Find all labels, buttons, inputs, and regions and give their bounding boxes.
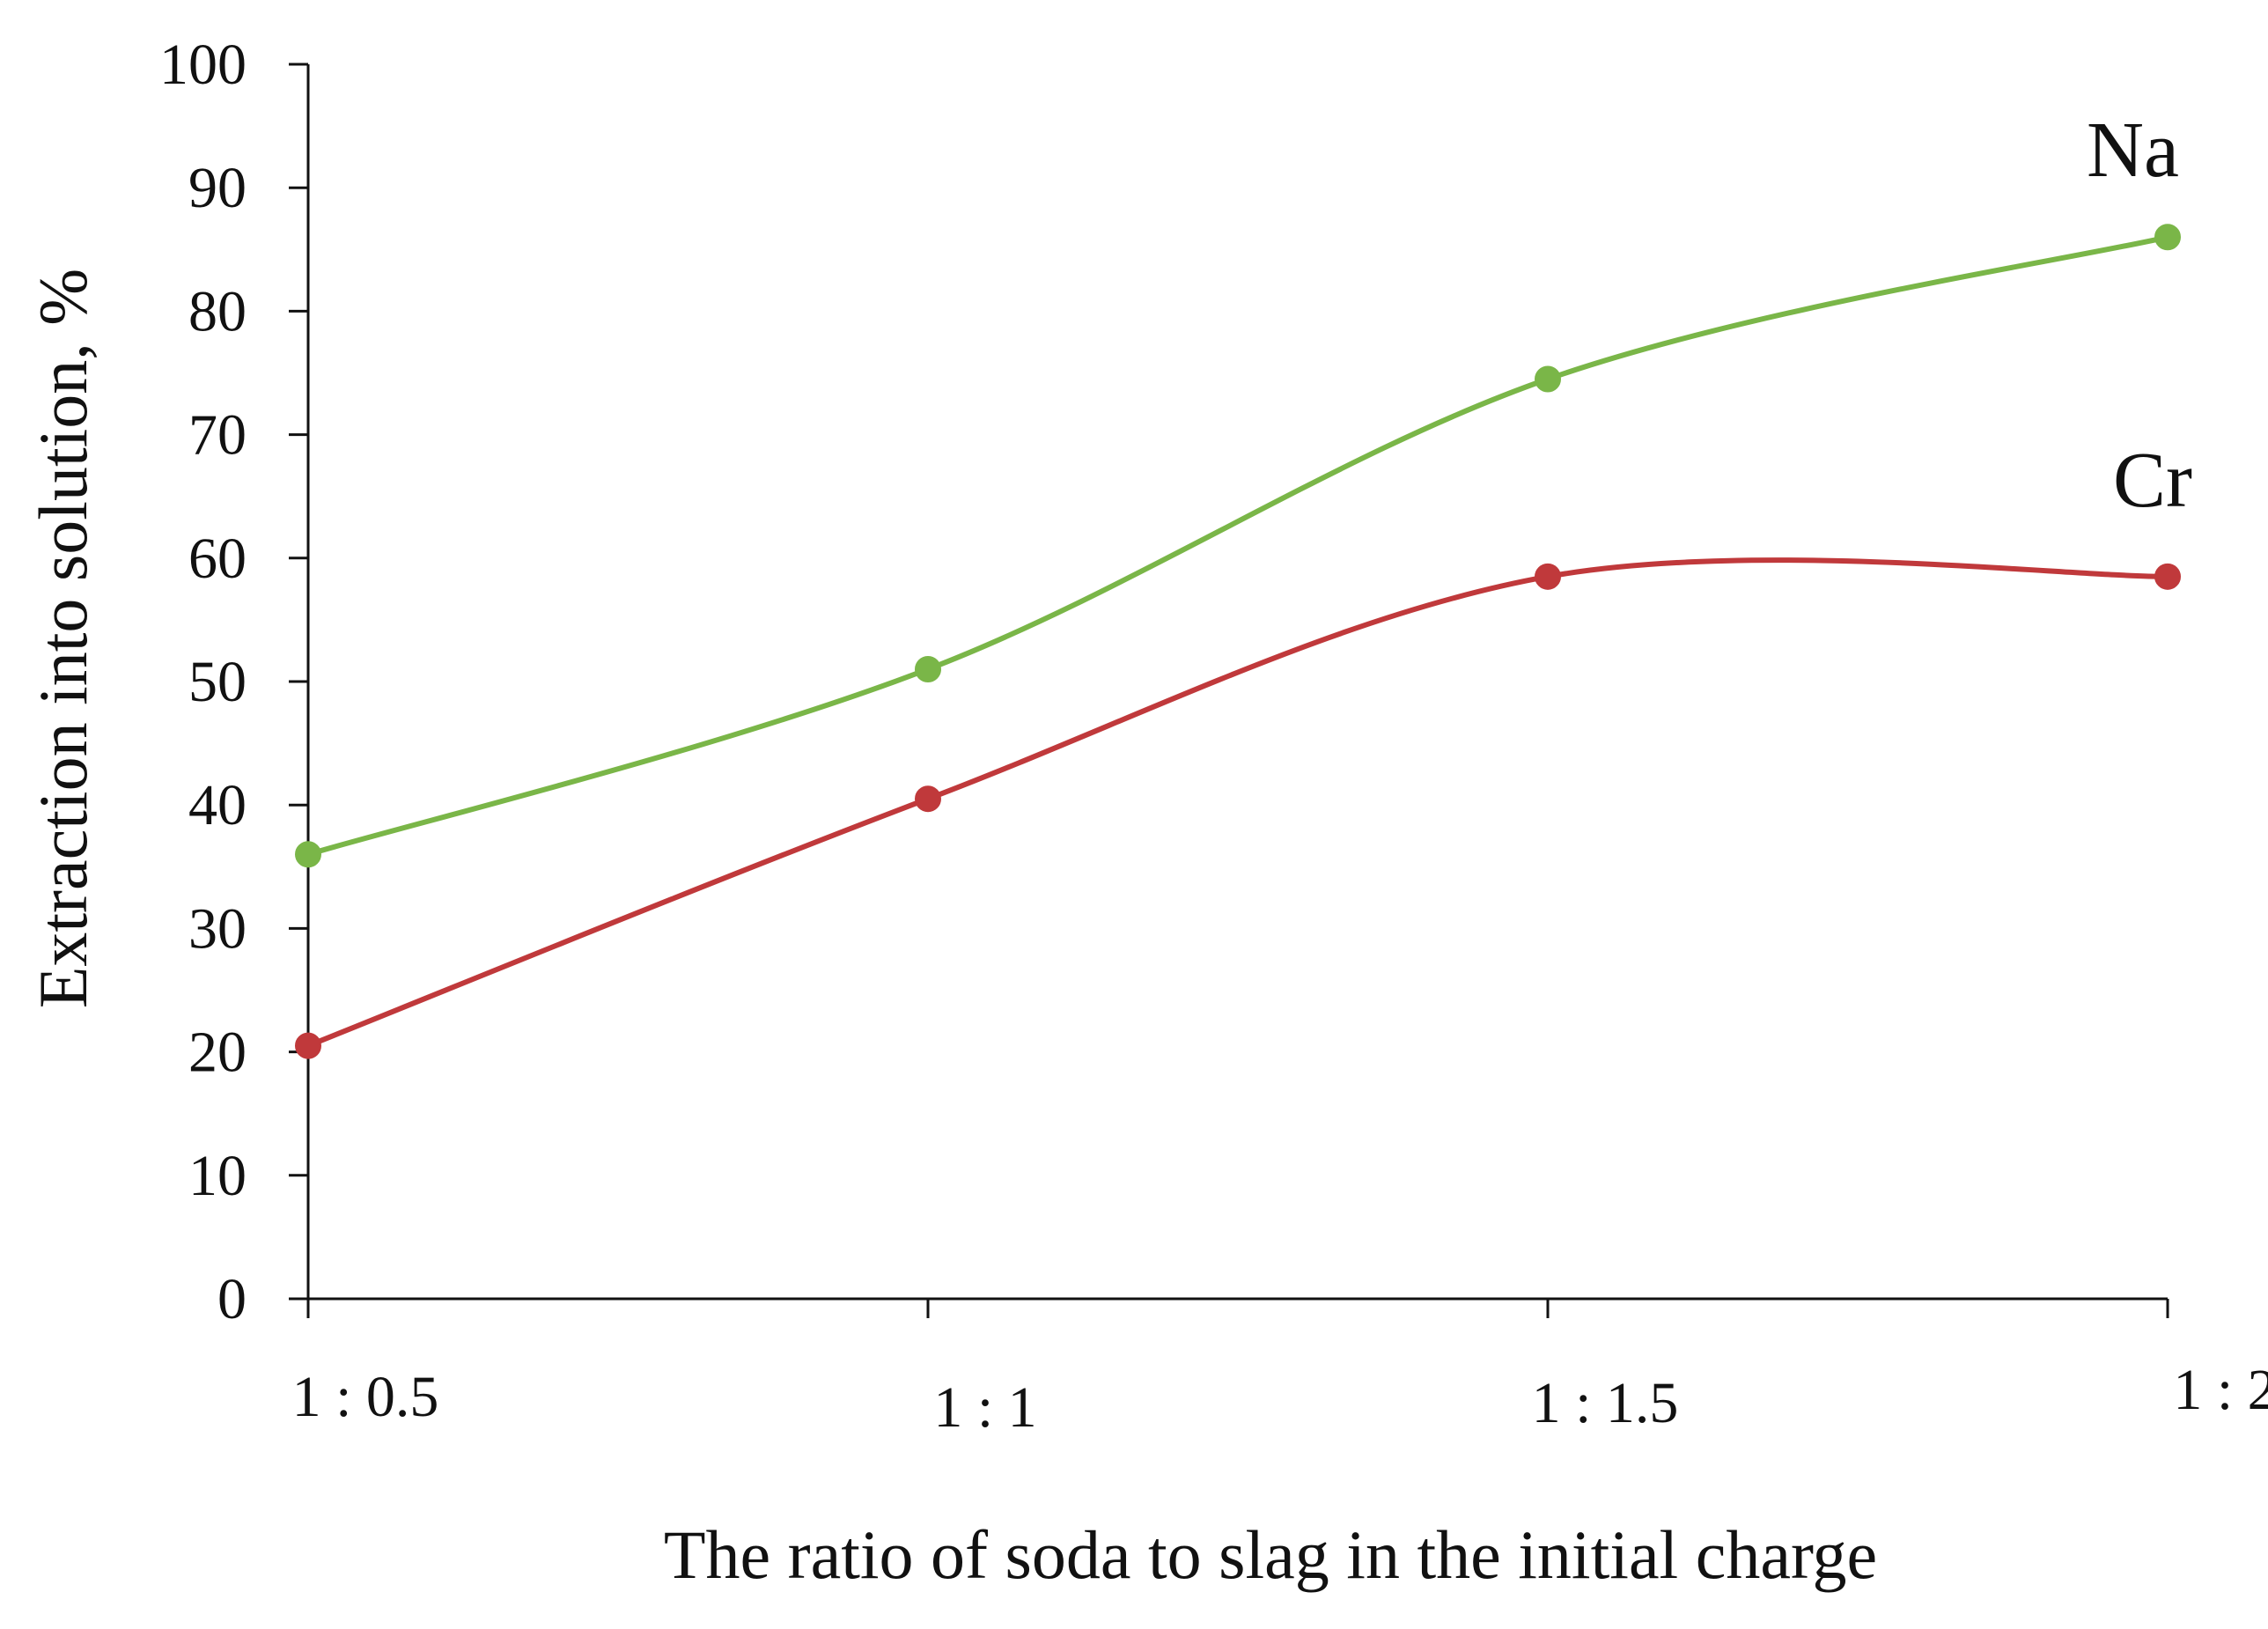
labels: Extraction into solution, % The ratio of… xyxy=(25,269,1877,1593)
y-tick-label: 30 xyxy=(188,896,247,961)
y-axis-title: Extraction into solution, % xyxy=(25,269,101,1009)
data-point-na xyxy=(295,841,321,868)
data-point-cr xyxy=(2154,563,2181,590)
series-layer: Na Cr xyxy=(295,107,2192,1059)
series-na: Na xyxy=(295,107,2181,868)
data-point-cr xyxy=(1535,563,1561,590)
series-cr: Cr xyxy=(295,437,2192,1059)
y-tick-label: 20 xyxy=(188,1021,247,1085)
y-tick-label: 0 xyxy=(217,1267,247,1331)
series-line-na xyxy=(307,234,2169,858)
y-tick-label: 50 xyxy=(188,650,247,714)
y-tick-label: 10 xyxy=(188,1144,247,1208)
data-point-na xyxy=(2154,224,2181,251)
series-label-na: Na xyxy=(2087,107,2179,194)
data-point-na xyxy=(915,655,941,682)
y-tick-label: 80 xyxy=(188,279,247,343)
y-tick-label: 70 xyxy=(188,403,247,468)
y-tick-label: 40 xyxy=(188,773,247,837)
data-point-na xyxy=(1535,365,1561,393)
y-tick-label: 60 xyxy=(188,527,247,591)
x-tick-label: 1 : 2 xyxy=(2173,1358,2268,1422)
series-label-cr: Cr xyxy=(2113,437,2192,524)
x-axis-title: The ratio of soda to slag in the initial… xyxy=(664,1516,1877,1593)
x-tick-label: 1 : 1 xyxy=(933,1375,1036,1440)
y-tick-label: 100 xyxy=(159,33,247,97)
x-tick-label: 1 : 1.5 xyxy=(1532,1371,1679,1435)
data-point-cr xyxy=(915,785,941,813)
data-point-cr xyxy=(295,1032,321,1059)
axes: 0 10 20 30 40 50 60 70 80 90 100 1 : 0.5 1 : 1 1 : 1.… xyxy=(159,33,2268,1440)
series-line-cr xyxy=(306,557,2169,1049)
y-tick-label: 90 xyxy=(188,156,247,220)
x-tick-label: 1 : 0.5 xyxy=(292,1365,439,1429)
